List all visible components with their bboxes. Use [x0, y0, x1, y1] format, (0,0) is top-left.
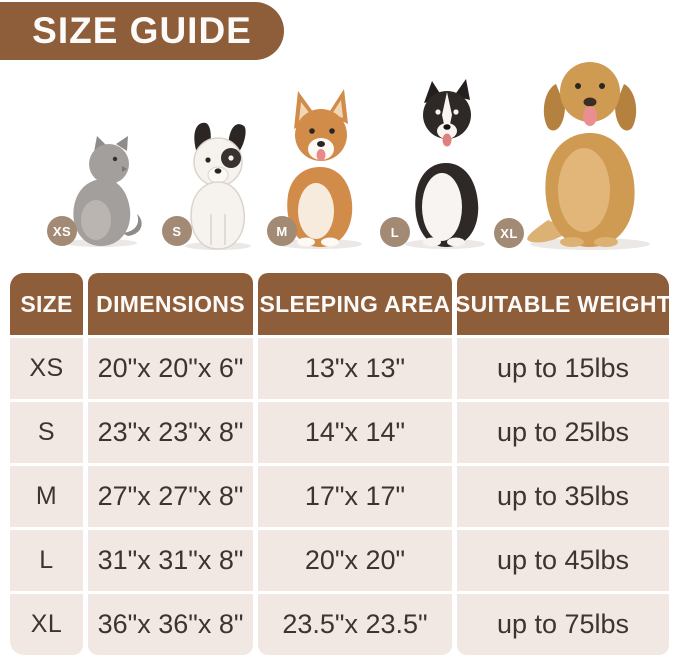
cell-sleeping-area: 14"x 14"	[258, 402, 452, 463]
cell-size: L	[10, 530, 83, 591]
cell-dimensions: 20"x 20"x 6"	[88, 338, 253, 399]
corgi-illustration	[278, 89, 362, 249]
cell-size: XL	[10, 594, 83, 655]
corgi-photo	[268, 89, 373, 254]
cell-dimensions: 31"x 31"x 8"	[88, 530, 253, 591]
cell-dimensions: 23"x 23"x 8"	[88, 402, 253, 463]
size-badge-xs: XS	[47, 216, 77, 246]
size-badge-l: L	[380, 217, 410, 247]
cell-dimensions: 36"x 36"x 8"	[88, 594, 253, 655]
cell-suitable-weight: up to 45lbs	[457, 530, 669, 591]
cell-suitable-weight: up to 15lbs	[457, 338, 669, 399]
cell-dimensions: 27"x 27"x 8"	[88, 466, 253, 527]
cell-suitable-weight: up to 75lbs	[457, 594, 669, 655]
column-header-dimensions: DIMENSIONS	[88, 273, 253, 335]
column-header-sleeping-area: SLEEPING AREA	[258, 273, 452, 335]
cell-sleeping-area: 13"x 13"	[258, 338, 452, 399]
size-badge-s: S	[162, 216, 192, 246]
cell-suitable-weight: up to 25lbs	[457, 402, 669, 463]
column-header-size: SIZE	[10, 273, 83, 335]
pet-size-strip: XS S M L XL	[0, 0, 679, 260]
french-bulldog-illustration	[185, 122, 251, 250]
cell-sleeping-area: 17"x 17"	[258, 466, 452, 527]
size-table: SIZE DIMENSIONS SLEEPING AREA SUITABLE W…	[10, 273, 671, 655]
cell-size: M	[10, 466, 83, 527]
cell-size: S	[10, 402, 83, 463]
border-collie-photo	[398, 79, 493, 254]
size-badge-xl: XL	[494, 218, 524, 248]
size-badge-m: M	[267, 216, 297, 246]
title-banner: SIZE GUIDE	[0, 2, 284, 60]
cat-photo	[56, 134, 146, 253]
cell-sleeping-area: 20"x 20"	[258, 530, 452, 591]
golden-retriever-photo	[518, 50, 663, 255]
cell-sleeping-area: 23.5"x 23.5"	[258, 594, 452, 655]
column-header-suitable-weight: SUITABLE WEIGHT	[455, 273, 671, 335]
cat-illustration	[65, 136, 142, 247]
cell-size: XS	[10, 338, 83, 399]
page-title: SIZE GUIDE	[32, 10, 252, 51]
french-bulldog-photo	[176, 118, 261, 256]
cell-suitable-weight: up to 35lbs	[457, 466, 669, 527]
border-collie-illustration	[405, 79, 485, 249]
golden-retriever-illustration	[527, 62, 650, 250]
